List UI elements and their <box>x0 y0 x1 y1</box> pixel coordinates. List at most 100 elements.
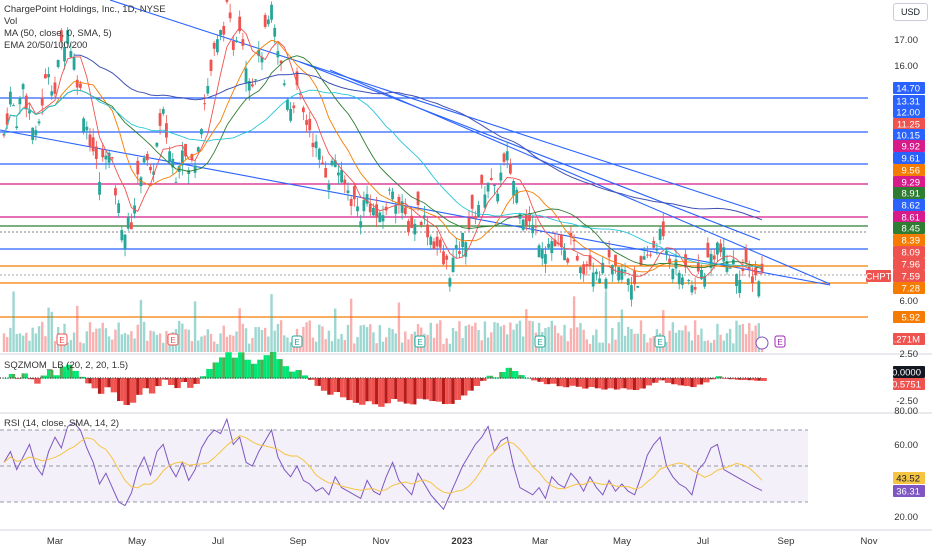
price-tag <box>893 164 925 176</box>
candle-body <box>544 254 547 264</box>
volume-bar <box>725 333 729 352</box>
momentum-bar <box>56 375 60 379</box>
volume-bar <box>521 336 525 352</box>
candle-body <box>244 68 248 84</box>
candle-body <box>741 268 745 272</box>
volume-bar <box>455 331 458 352</box>
candle-body <box>458 251 461 254</box>
candle-body <box>636 285 640 288</box>
volume-bar <box>155 334 159 352</box>
volume-bar <box>490 332 493 352</box>
volume-bar <box>34 333 38 352</box>
earnings-marker[interactable] <box>534 335 546 348</box>
candle-body <box>591 272 595 287</box>
moving-average-line <box>74 54 763 221</box>
momentum-bar <box>690 378 694 388</box>
price-tag <box>893 176 925 188</box>
volume-bar <box>213 341 216 352</box>
momentum-bar <box>515 371 519 379</box>
price-tag-label: 9.92 <box>902 142 921 153</box>
volume-bar <box>674 332 678 352</box>
candle-body <box>12 105 15 107</box>
momentum-bar <box>34 378 38 384</box>
price-tag <box>893 95 925 107</box>
candle-body <box>260 57 264 63</box>
volume-bar <box>346 324 350 352</box>
volume-bar <box>228 334 232 352</box>
candle-body <box>21 84 25 90</box>
momentum-bar <box>311 378 315 380</box>
candle-body <box>572 239 576 242</box>
candle-body <box>139 177 143 187</box>
price-tag-label: 7.59 <box>902 272 921 283</box>
candle-body <box>461 232 465 248</box>
volume-bar <box>270 294 273 352</box>
currency-button[interactable]: USD <box>893 3 928 21</box>
candle-body <box>559 234 563 248</box>
candle-body <box>677 272 681 285</box>
volume-bar <box>458 321 461 352</box>
earnings-marker[interactable] <box>414 335 426 348</box>
volume-bar <box>139 299 143 352</box>
momentum-bar <box>225 352 229 379</box>
price-tag <box>893 222 925 234</box>
volume-bar <box>391 329 394 352</box>
earnings-marker[interactable] <box>654 335 666 348</box>
price-tick-label: 17.00 <box>894 35 918 46</box>
rsi-tag <box>893 472 925 484</box>
volume-bar <box>114 329 117 352</box>
candle-body <box>372 207 375 216</box>
volume-bar <box>652 336 655 352</box>
earnings-marker[interactable] <box>56 333 68 346</box>
volume-bar <box>579 323 582 352</box>
candle-body <box>639 256 643 266</box>
candle-body <box>8 91 12 105</box>
candle-body <box>222 25 226 35</box>
volume-bar <box>646 342 649 352</box>
volume-bar <box>556 333 560 352</box>
momentum-bar <box>145 378 149 389</box>
momentum-bar <box>709 378 713 380</box>
candle-body <box>531 224 535 234</box>
rsi-tag <box>893 485 925 497</box>
momentum-bar <box>50 369 54 379</box>
candle-body <box>72 57 76 70</box>
momentum-bar <box>190 378 194 388</box>
momentum-bar <box>693 378 697 388</box>
volume-bar <box>748 323 751 352</box>
momentum-bar <box>15 378 19 379</box>
momentum-bar <box>320 378 325 391</box>
candle-body <box>467 217 471 230</box>
momentum-bar <box>301 375 305 379</box>
candle-body <box>349 198 353 206</box>
earnings-marker[interactable] <box>291 335 303 348</box>
momentum-bar <box>196 378 200 384</box>
candle-body <box>448 278 452 287</box>
earnings-label: E <box>537 338 542 347</box>
momentum-bar <box>187 378 191 388</box>
earnings-marker[interactable] <box>167 333 179 346</box>
momentum-bar <box>104 378 108 388</box>
momentum-bar <box>209 368 213 379</box>
momentum-bar <box>285 366 290 379</box>
volume-bar <box>722 340 725 352</box>
momentum-bar <box>763 378 767 381</box>
lightning-icon[interactable] <box>755 336 769 350</box>
volume-bar <box>582 329 585 352</box>
time-tick-label: Nov <box>861 536 878 547</box>
candle-body <box>340 169 343 183</box>
momentum-bar <box>352 378 356 403</box>
momentum-bar <box>148 378 153 394</box>
volume-bar <box>378 325 382 352</box>
candle-body <box>566 258 570 263</box>
momentum-bar <box>486 375 490 379</box>
momentum-bar <box>333 378 337 393</box>
momentum-bar <box>648 378 653 386</box>
candle-body <box>454 245 458 250</box>
volume-bar <box>187 329 190 352</box>
earnings-marker[interactable] <box>774 335 786 348</box>
candle-body <box>553 239 557 247</box>
volume-bar <box>369 324 372 352</box>
volume-bar <box>435 323 439 352</box>
